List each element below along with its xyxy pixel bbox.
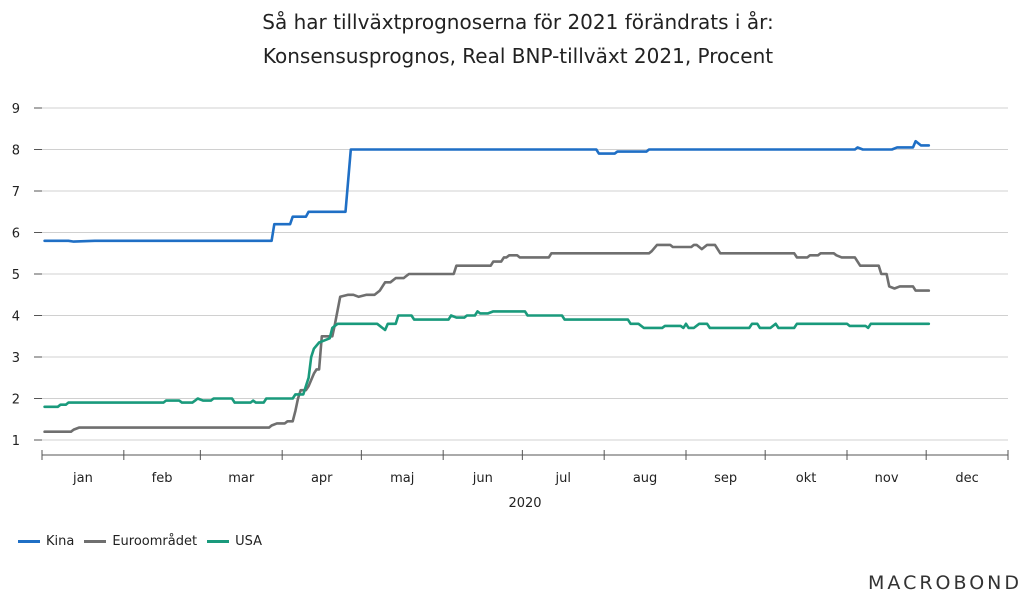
y-tick-label: 5 [12, 268, 20, 283]
x-tick-label: dec [955, 471, 978, 486]
x-tick-label: jun [472, 471, 493, 486]
x-tick-label: nov [875, 471, 899, 486]
legend-label-usa: USA [235, 534, 262, 549]
legend-item-euroomradet: Euroområdet [84, 534, 197, 549]
legend-item-kina: Kina [18, 534, 74, 549]
x-tick-label: jul [555, 471, 571, 486]
y-tick-label: 6 [12, 227, 20, 242]
series-line-usa [43, 310, 931, 409]
x-tick-label: maj [390, 471, 414, 486]
legend-swatch-kina [18, 540, 40, 543]
y-tick-label: 3 [12, 351, 20, 366]
y-tick-label: 1 [12, 434, 20, 449]
x-tick-label: feb [152, 471, 173, 486]
chart-title: Så har tillväxtprognoserna för 2021 förä… [262, 10, 774, 34]
legend: Kina Euroområdet USA [18, 534, 272, 549]
x-axis-label: 2020 [508, 496, 541, 511]
x-tick-label: jan [72, 471, 93, 486]
x-tick-label: aug [633, 471, 657, 486]
x-tick-label: okt [796, 471, 817, 486]
y-tick-label: 9 [12, 102, 20, 117]
series-line-euroomrdet [43, 243, 931, 433]
line-chart: 1 2 3 4 5 6 7 8 9 jan feb mar apr maj jun jul aug sep okt n… [12, 102, 1009, 511]
x-tick-label: apr [311, 471, 333, 486]
legend-label-kina: Kina [46, 534, 75, 549]
y-tick-label: 7 [12, 185, 20, 200]
legend-swatch-euroomradet [84, 540, 107, 543]
x-tick-label: sep [714, 471, 737, 486]
chart-subtitle: Konsensusprognos, Real BNP-tillväxt 2021… [262, 44, 774, 68]
y-tick-label: 2 [12, 393, 20, 408]
y-tick-label: 4 [12, 310, 20, 325]
y-tick-label: 8 [12, 144, 20, 159]
series-line-kina [43, 139, 931, 243]
x-tick-label: mar [228, 471, 255, 486]
legend-item-usa: USA [207, 534, 262, 549]
macrobond-logo: MACROBOND [868, 572, 1022, 594]
legend-swatch-usa [207, 540, 230, 543]
legend-label-euroomradet: Euroområdet [112, 534, 198, 549]
